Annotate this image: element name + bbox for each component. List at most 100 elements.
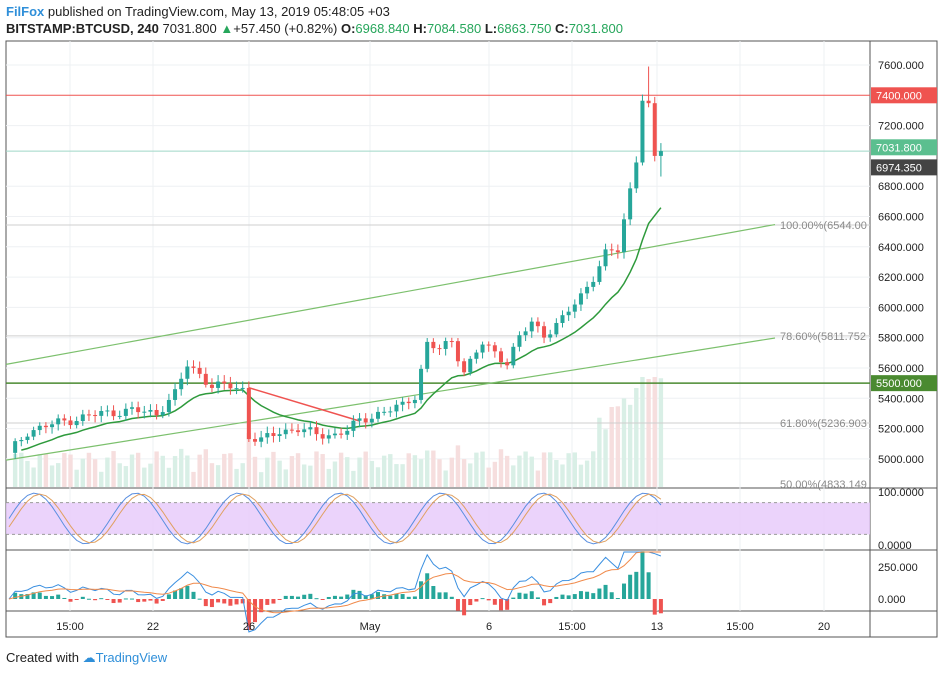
- macd-histogram-bar: [191, 591, 196, 599]
- macd-histogram-bar: [369, 594, 374, 599]
- candle-body: [99, 410, 104, 416]
- macd-histogram-bar: [326, 596, 331, 599]
- volume-bar: [578, 464, 584, 487]
- candle-body: [209, 384, 214, 388]
- candle-body: [394, 404, 399, 412]
- close-label: C:: [554, 21, 569, 36]
- volume-bar: [437, 459, 442, 487]
- volume-bar: [634, 388, 639, 487]
- price-label-last-bg: [871, 139, 937, 156]
- candle-body: [480, 344, 485, 353]
- time-tick-label: 22: [147, 621, 159, 633]
- macd-histogram-bar: [228, 599, 233, 606]
- footer: Created with ☁TradingView: [6, 650, 167, 666]
- macd-histogram-bar: [406, 596, 411, 599]
- volume-bar: [246, 433, 252, 487]
- macd-histogram-bar: [154, 599, 159, 604]
- macd-histogram-bar: [382, 594, 387, 599]
- macd-histogram-bar: [320, 599, 325, 600]
- volume-bar: [345, 457, 350, 487]
- macd-histogram-bar: [37, 592, 42, 599]
- candle-body: [326, 435, 331, 439]
- volume-bar: [86, 452, 92, 487]
- volume-bar: [135, 452, 141, 487]
- candle-body: [652, 103, 657, 156]
- candle-body: [166, 399, 171, 413]
- macd-histogram-bar: [474, 599, 479, 602]
- volume-bar: [68, 454, 73, 487]
- time-axis: 15:00 22 26 May 6 15:00 13 15:00 20: [56, 621, 830, 633]
- time-tick-label: 15:00: [726, 621, 754, 633]
- candle-body: [74, 421, 79, 426]
- fib-level-label: 50.00%(4833.149: [780, 479, 867, 491]
- candle-body: [203, 373, 208, 385]
- grid: [6, 41, 870, 611]
- volume-bar: [388, 454, 393, 487]
- candle-body: [37, 425, 42, 431]
- candle-body: [388, 411, 393, 413]
- volume-bar: [142, 467, 147, 487]
- volume-bar: [394, 464, 399, 487]
- macd-histogram-bar: [628, 574, 633, 599]
- volume-bar: [560, 464, 565, 487]
- candle-body: [517, 335, 522, 347]
- tradingview-logo-icon[interactable]: ☁: [82, 650, 96, 665]
- macd-histogram-bar: [560, 594, 565, 599]
- macd-histogram-bar: [572, 594, 577, 599]
- volume-bar: [43, 453, 49, 487]
- candle-body: [302, 429, 307, 433]
- candle-body: [437, 348, 442, 350]
- candle-body: [50, 424, 55, 428]
- volume-bar: [431, 450, 436, 487]
- price-tick-label: 5600.000: [878, 363, 924, 375]
- candle-body: [658, 151, 663, 156]
- volume-bar: [554, 460, 559, 487]
- macd-line: [8, 551, 662, 633]
- volume-bar: [129, 454, 135, 487]
- volume-bar: [480, 451, 485, 487]
- macd-histogram-bar: [388, 595, 393, 599]
- candle-body: [246, 387, 251, 440]
- macd-histogram-bar: [302, 594, 307, 599]
- volume-bar: [31, 467, 36, 487]
- candle-body: [308, 427, 313, 430]
- volume-bar: [523, 451, 528, 487]
- volume-bar: [74, 469, 79, 487]
- stoch-k-line: [8, 492, 662, 545]
- candle-body: [591, 281, 596, 287]
- price-label-7400-bg: [871, 87, 937, 104]
- candle-body: [351, 420, 356, 431]
- price-tick-label: 6400.000: [878, 242, 924, 254]
- macd-histogram-bar: [62, 597, 67, 599]
- candle-body: [179, 378, 184, 390]
- time-tick-label: 20: [818, 621, 830, 633]
- candle-body: [136, 407, 141, 413]
- macd-histogram-bar: [339, 596, 344, 599]
- macd-histogram-bar: [609, 592, 614, 599]
- candle-body: [640, 100, 645, 163]
- candle-body: [296, 430, 301, 433]
- volume-bar: [166, 467, 172, 487]
- open-label: O:: [340, 21, 356, 36]
- macd-histogram-bar: [455, 599, 460, 611]
- volume-bar: [332, 461, 338, 487]
- candle-body: [191, 366, 196, 368]
- volume-bar: [308, 465, 313, 487]
- volume-bar: [228, 453, 233, 487]
- low-value: 6863.750: [497, 21, 552, 36]
- channel-line: [5, 223, 776, 365]
- price-tick-label: 5200.000: [878, 424, 924, 436]
- candle-body: [542, 326, 547, 338]
- macd-histogram-bar: [548, 599, 553, 604]
- candle-body: [425, 341, 430, 369]
- symbol-info: BITSTAMP:BTCUSD, 240 7031.800 ▲+57.450 (…: [6, 21, 623, 36]
- volume-bar: [148, 463, 153, 487]
- candle-body: [13, 441, 18, 453]
- horizontal-levels: [6, 94, 870, 384]
- macd-histogram-bar: [468, 599, 473, 606]
- macd-histogram-bar: [93, 599, 98, 601]
- tradingview-brand[interactable]: TradingView: [95, 650, 168, 665]
- macd-histogram-bar: [658, 599, 663, 614]
- macd-histogram-bar: [222, 599, 227, 604]
